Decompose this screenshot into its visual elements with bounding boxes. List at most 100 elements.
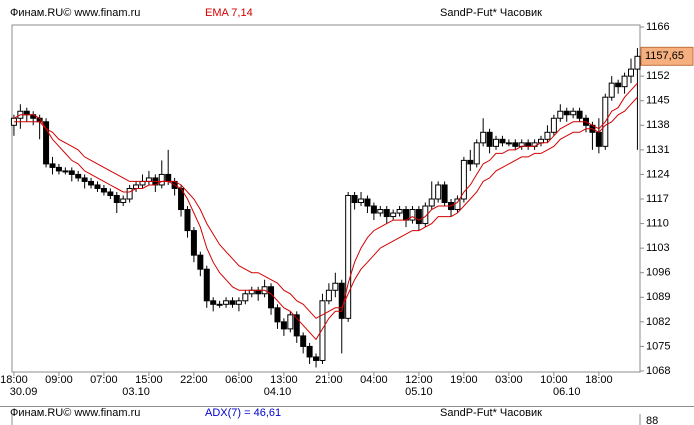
candle-body	[351, 194, 358, 204]
y-tick-label: 1138	[646, 119, 670, 131]
y-tick-label: 1089	[646, 291, 670, 303]
candle-body	[576, 110, 583, 119]
candle-body	[377, 209, 384, 214]
candle-body	[216, 303, 223, 306]
y-tick-label: 1124	[646, 168, 670, 180]
candle-body	[621, 75, 628, 88]
candle-body	[55, 166, 62, 172]
candle-body	[43, 121, 50, 165]
candle-body	[197, 254, 204, 270]
candle-body	[441, 184, 448, 204]
y-tick-label: 1068	[646, 365, 670, 377]
candle-body	[493, 138, 500, 147]
candle-body	[268, 286, 275, 309]
candle-body	[133, 184, 140, 189]
x-tick-label: 18:00	[0, 374, 28, 386]
x-tick-label: 07:00	[90, 374, 118, 386]
x-tick-label: 21:00	[315, 374, 343, 386]
date-label: 05.10	[405, 386, 433, 398]
candle-body	[370, 205, 377, 214]
candle-body	[557, 110, 564, 119]
y-tick-label: 88	[646, 415, 658, 425]
instrument-label: SandP-Fut* Часовик	[440, 7, 542, 19]
y-tick-label: 1152	[646, 70, 670, 82]
candle-body	[550, 117, 557, 133]
candle-body	[23, 110, 30, 116]
candle-body	[139, 180, 146, 186]
x-tick-label: 18:00	[585, 374, 613, 386]
candle-body	[293, 314, 300, 337]
candle-body	[49, 163, 56, 168]
plot-area	[11, 24, 641, 373]
candle-body	[383, 209, 390, 218]
y-tick-label: 1131	[646, 144, 670, 156]
candle-body	[358, 198, 365, 204]
candle-body	[563, 110, 570, 116]
candle-body	[313, 356, 320, 361]
last-price-label: 1157,65	[645, 50, 684, 62]
candle-body	[94, 184, 101, 189]
indicator-label: EMA 7,14	[205, 7, 253, 19]
candle-body	[608, 82, 615, 98]
candle-body	[88, 180, 95, 186]
source-label: Финам.RU© www.finam.ru	[10, 7, 140, 19]
candle-body	[467, 159, 474, 165]
x-tick-label: 09:00	[45, 374, 73, 386]
candle-body	[165, 173, 172, 182]
indicator-label: ADX(7) = 46,61	[205, 407, 281, 419]
candle-body	[190, 230, 197, 256]
candle-body	[235, 300, 242, 305]
candle-body	[512, 142, 519, 147]
candle-body	[415, 209, 422, 225]
y-tick-label: 1166	[646, 21, 670, 33]
y-tick-label: 1096	[646, 267, 670, 279]
ema-line	[13, 82, 638, 341]
x-tick-label: 10:00	[540, 374, 568, 386]
x-tick-label: 19:00	[450, 374, 478, 386]
x-tick-label: 03:00	[495, 374, 523, 386]
candle-body	[486, 131, 493, 147]
candle-body	[184, 209, 191, 232]
y-tick-label: 1110	[646, 217, 669, 229]
candle-body	[126, 187, 133, 200]
candle-body	[390, 212, 397, 218]
x-tick-label: 04:00	[360, 374, 388, 386]
candle-body	[634, 55, 641, 70]
candle-body	[81, 177, 88, 182]
y-tick-label: 1082	[646, 316, 670, 328]
candle-body	[319, 300, 326, 361]
candle-body	[473, 142, 480, 165]
y-tick-label: 1145	[646, 95, 670, 107]
candle-body	[428, 198, 435, 207]
candle-body	[396, 209, 403, 214]
candle-body	[499, 138, 506, 144]
date-label: 04.10	[264, 386, 292, 398]
candle-body	[306, 345, 313, 358]
candle-body	[595, 131, 602, 147]
x-tick-label: 15:00	[135, 374, 163, 386]
candle-body	[287, 314, 294, 330]
source-label: Финам.RU© www.finam.ru	[10, 407, 140, 419]
candle-body	[435, 184, 442, 200]
candle-body	[68, 170, 75, 175]
candle-body	[480, 131, 487, 144]
candle-body	[223, 300, 230, 305]
candle-body	[422, 205, 429, 225]
candle-body	[345, 194, 352, 319]
candle-body	[280, 321, 287, 330]
candle-body	[544, 131, 551, 140]
candle-body	[300, 335, 307, 347]
candle-body	[403, 209, 410, 221]
candle-body	[158, 173, 165, 186]
candle-body	[364, 198, 371, 207]
candle-body	[210, 300, 217, 305]
date-label: 06.10	[553, 386, 581, 398]
candle-body	[615, 82, 622, 88]
candle-body	[75, 173, 82, 179]
candle-body	[454, 198, 461, 211]
candle-body	[242, 293, 249, 302]
x-tick-label: 12:00	[405, 374, 433, 386]
candle-body	[203, 268, 210, 302]
candle-body	[274, 307, 281, 323]
